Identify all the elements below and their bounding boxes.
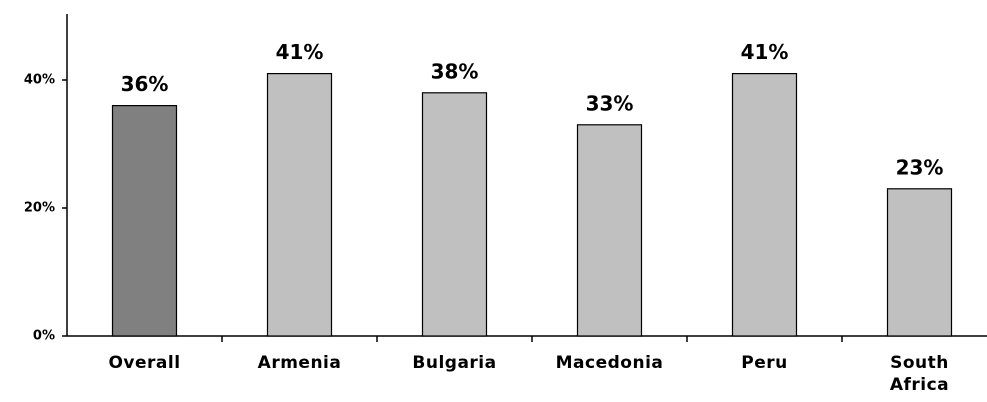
bar xyxy=(886,188,953,337)
value-label: 41% xyxy=(276,40,324,64)
bar xyxy=(731,72,798,337)
x-tick-label: Peru xyxy=(741,353,788,373)
value-label: 33% xyxy=(586,91,634,115)
x-tick-label: Armenia xyxy=(257,353,342,373)
x-tick-label: Macedonia xyxy=(555,353,664,373)
bar xyxy=(111,104,178,337)
bar xyxy=(421,92,488,337)
y-tick-label: 0% xyxy=(33,329,55,344)
y-tick-label: 40% xyxy=(24,73,55,88)
value-label: 36% xyxy=(121,72,169,96)
bar xyxy=(576,124,643,337)
x-tick-label: Overall xyxy=(108,353,181,373)
x-tick-label: Bulgaria xyxy=(412,353,497,373)
value-label: 38% xyxy=(431,59,479,83)
value-label: 23% xyxy=(896,155,944,179)
value-label: 41% xyxy=(741,40,789,64)
y-tick-label: 20% xyxy=(24,201,55,216)
bar xyxy=(266,72,333,337)
x-tick-label: South Africa xyxy=(889,353,950,395)
